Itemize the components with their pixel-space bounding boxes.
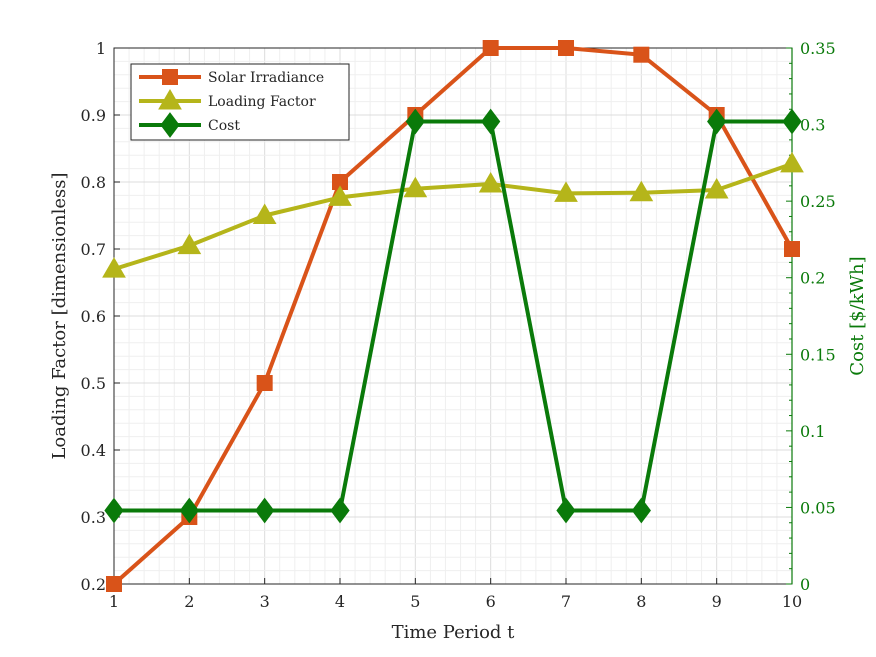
data-point-solar-irradiance xyxy=(106,576,122,592)
data-point-solar-irradiance xyxy=(558,40,574,56)
data-point-cost xyxy=(707,108,727,135)
data-point-loading-factor xyxy=(328,185,352,206)
data-point-loading-factor xyxy=(780,151,804,173)
y-right-tick-label: 0 xyxy=(800,575,810,594)
series-loading-factor xyxy=(102,151,804,278)
data-point-cost xyxy=(631,497,651,524)
series-cost xyxy=(104,108,802,524)
y-axis-right-title: Cost [$/kWh] xyxy=(847,256,868,375)
y-left-tick-label: 0.6 xyxy=(81,307,106,326)
data-point-loading-factor xyxy=(403,176,428,198)
data-point-cost xyxy=(405,108,425,135)
y-left-tick-label: 0.5 xyxy=(81,374,106,393)
data-point-solar-irradiance xyxy=(784,241,800,257)
x-tick-label: 6 xyxy=(486,592,496,611)
legend: Solar Irradiance Loading Factor Cost xyxy=(130,63,350,141)
series-layer xyxy=(102,40,804,592)
y-right-tick-label: 0.05 xyxy=(800,498,836,517)
data-point-cost xyxy=(179,497,199,524)
legend-label-solar-irradiance: Solar Irradiance xyxy=(208,70,324,86)
y-left-tick-label: 0.9 xyxy=(81,106,106,125)
data-point-loading-factor xyxy=(629,180,654,202)
series-line-cost xyxy=(114,119,792,513)
y-right-tick-label: 0.1 xyxy=(800,422,825,441)
y-left-tick-label: 1 xyxy=(96,39,106,58)
y-left-tick-label: 0.2 xyxy=(81,575,106,594)
data-point-loading-factor xyxy=(554,181,578,202)
data-point-loading-factor xyxy=(177,233,202,255)
x-tick-label: 2 xyxy=(184,592,194,611)
data-point-solar-irradiance xyxy=(482,40,499,56)
y-left-tick-label: 0.4 xyxy=(81,441,106,460)
x-axis: 1 2 3 4 5 6 7 8 9 10 xyxy=(109,578,802,611)
x-tick-label: 8 xyxy=(636,592,646,611)
x-tick-label: 7 xyxy=(561,592,571,611)
legend-marker-loading-factor xyxy=(158,89,182,110)
x-tick-label: 9 xyxy=(712,592,722,611)
data-point-cost xyxy=(330,497,350,524)
x-tick-label: 3 xyxy=(260,592,270,611)
x-axis-title: Time Period t xyxy=(392,622,516,643)
legend-label-cost: Cost xyxy=(208,118,240,134)
y-left-tick-label: 0.7 xyxy=(81,240,106,259)
y-right-tick-label: 0.35 xyxy=(800,39,836,58)
y-right-tick-label: 0.25 xyxy=(800,192,836,211)
legend-marker-cost xyxy=(160,112,180,138)
data-point-cost xyxy=(104,497,124,524)
legend-marker-solar-irradiance xyxy=(162,69,178,85)
data-point-loading-factor xyxy=(252,203,277,224)
y-right-tick-label: 0.3 xyxy=(800,116,825,135)
x-tick-label: 5 xyxy=(410,592,420,611)
y-right-tick-label: 0.15 xyxy=(800,345,836,364)
x-tick-label: 10 xyxy=(782,592,802,611)
x-tick-label: 4 xyxy=(335,592,345,611)
series-line-solar-irradiance xyxy=(112,46,794,586)
y-left-tick-label: 0.3 xyxy=(81,508,106,527)
data-point-cost xyxy=(556,497,576,524)
data-point-solar-irradiance xyxy=(256,375,273,391)
data-point-loading-factor xyxy=(704,178,729,199)
y-axis-left-title: Loading Factor [dimensionless] xyxy=(49,172,70,459)
x-tick-label: 1 xyxy=(109,592,119,611)
series-line-loading-factor xyxy=(113,162,793,272)
y-left-tick-label: 0.8 xyxy=(81,173,106,192)
data-point-cost xyxy=(481,108,501,135)
y-right-tick-label: 0.2 xyxy=(800,269,825,288)
y-axis-right: 0 0.05 0.1 0.15 0.2 0.25 0.3 0.35 xyxy=(786,39,836,594)
data-point-loading-factor xyxy=(102,257,126,278)
legend-label-loading-factor: Loading Factor xyxy=(208,94,316,110)
data-point-loading-factor xyxy=(478,172,503,193)
data-point-cost xyxy=(782,108,802,135)
y-axis-left: 0.2 0.3 0.4 0.5 0.6 0.7 0.8 0.9 1 xyxy=(81,39,120,594)
data-point-cost xyxy=(255,497,275,524)
data-point-solar-irradiance xyxy=(633,46,650,63)
